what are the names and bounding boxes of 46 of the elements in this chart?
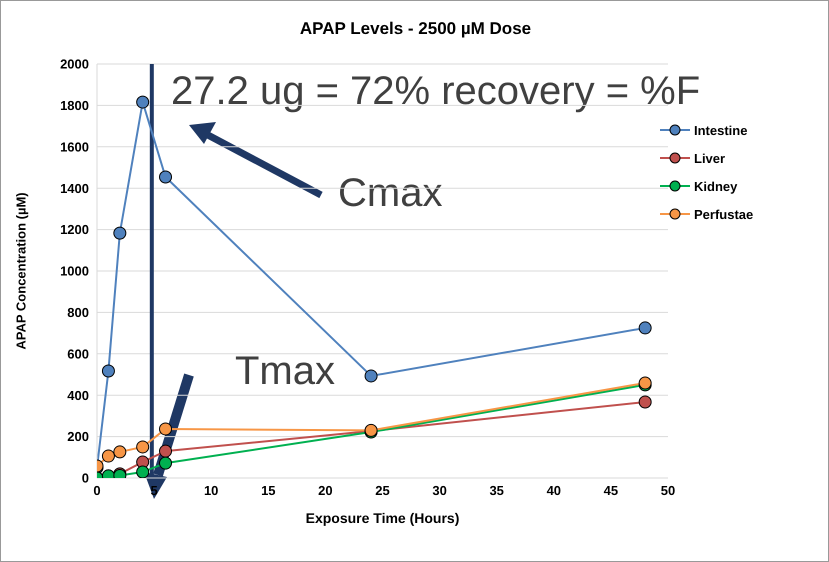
x-tick-label: 0 (93, 483, 101, 498)
legend-label: Liver (694, 150, 726, 166)
x-tick-label: 10 (204, 483, 218, 498)
x-tick-label: 5 (150, 483, 158, 498)
y-tick-label: 600 (67, 346, 89, 362)
point (113, 445, 126, 458)
y-tick-label: 800 (67, 305, 89, 320)
y-tick-label: 400 (67, 388, 89, 403)
point (136, 96, 150, 109)
point (638, 396, 652, 409)
annotation: Cmax (338, 171, 442, 215)
y-tick-label: 1600 (60, 139, 89, 154)
point (136, 440, 150, 454)
x-axis-title: Exposure Time (Hours) (306, 510, 460, 526)
point (113, 226, 126, 240)
point (136, 465, 150, 478)
x-tick-label: 25 (375, 483, 390, 498)
point (159, 170, 172, 184)
chart-title: APAP Levels - 2500 µM Dose (298, 19, 532, 39)
legend-label: Kidney (694, 178, 738, 194)
point (102, 450, 115, 463)
annotation: 27.2 ug = 72% recovery = %F (171, 69, 700, 113)
x-tick-label: 50 (660, 483, 676, 498)
point (102, 364, 115, 378)
y-tick-label: 1000 (60, 264, 89, 279)
legend-label: Intestine (694, 122, 748, 138)
y-tick-label: 200 (67, 429, 89, 444)
y-tick-label: 1200 (60, 222, 89, 238)
y-axis-title: APAP Concentration (µM) (14, 192, 29, 350)
point (159, 422, 172, 436)
x-tick-label: 40 (546, 483, 562, 498)
x-tick-label: 30 (432, 483, 447, 498)
legend-label: Perfustae (694, 206, 754, 222)
point (159, 444, 172, 458)
y-tick-label: 1400 (60, 180, 89, 196)
y-tick-label: 2000 (60, 56, 89, 72)
x-tick-label: 15 (261, 483, 276, 498)
point (159, 456, 172, 470)
y-tick-label: 1800 (60, 98, 89, 114)
y-tick-label: 0 (82, 470, 89, 486)
x-tick-label: 45 (604, 483, 618, 498)
point (364, 369, 378, 382)
x-tick-label: 20 (318, 483, 333, 498)
point (638, 321, 652, 334)
x-tick-label: 35 (489, 483, 504, 498)
annotation: Tmax (235, 349, 335, 393)
